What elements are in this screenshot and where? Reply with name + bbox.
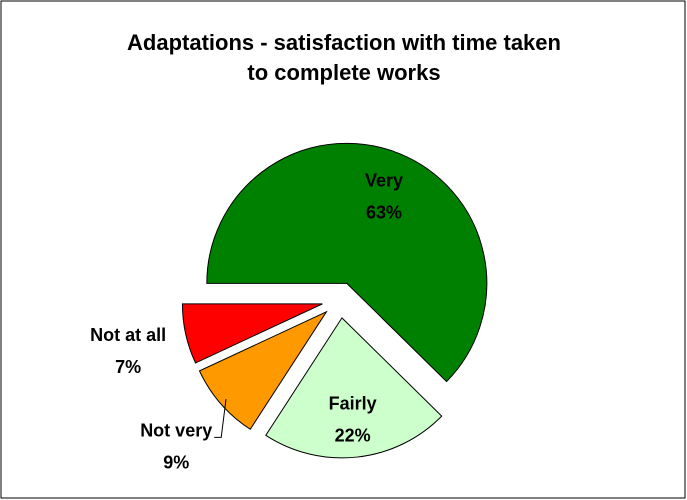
slice-category: Not at all <box>90 325 166 345</box>
pie-slice <box>265 317 443 459</box>
slice-category: Not very <box>140 420 212 440</box>
slice-value: 63% <box>366 203 402 223</box>
slice-value: 22% <box>335 425 371 445</box>
leader-line <box>214 398 227 438</box>
pie-slice <box>206 142 488 383</box>
slice-label: Not very 9% <box>140 420 212 472</box>
slice-category: Very <box>365 171 403 191</box>
slice-value: 7% <box>115 357 141 377</box>
pie-slice <box>181 303 323 364</box>
slice-label: Very 63% <box>365 171 403 223</box>
slice-label: Fairly 22% <box>329 393 377 445</box>
slice-category: Fairly <box>329 393 377 413</box>
slice-label: Not at all 7% <box>90 325 166 377</box>
pie-slice <box>198 310 328 430</box>
chart-title: Adaptations - satisfaction with time tak… <box>127 30 561 85</box>
slice-value: 9% <box>163 452 189 472</box>
